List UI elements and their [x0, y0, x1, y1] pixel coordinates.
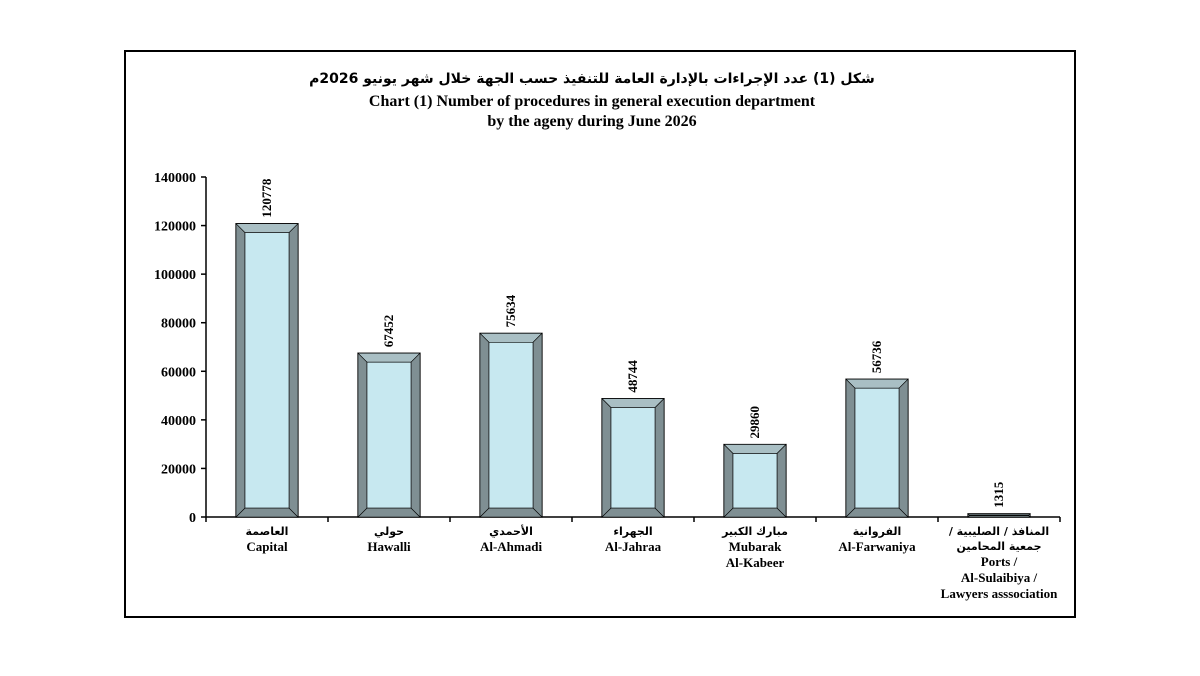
bar-left-bevel [479, 332, 490, 518]
bar-bottom-bevel [479, 507, 543, 518]
category-label-arabic: الفروانية [853, 525, 902, 538]
category-label-arabic: مبارك الكبير [721, 525, 788, 538]
bar-value-label: 29860 [747, 406, 762, 439]
category-label-arabic: العاصمة [246, 525, 289, 538]
bar-left-bevel [235, 222, 246, 518]
bar [357, 352, 421, 518]
bar-right-bevel [654, 397, 665, 518]
bar-left-bevel [601, 397, 612, 518]
bar-value-label: 1315 [991, 481, 1006, 508]
category-label-english: Ports / [981, 554, 1018, 569]
bar-chart: شكل (1) عدد الإجراءات بالإدارة العامة لل… [154, 71, 1061, 601]
value-labels: 120778 67452 75634 48744 29860 56736 1315 [259, 178, 1006, 508]
chart-frame: شكل (1) عدد الإجراءات بالإدارة العامة لل… [124, 50, 1076, 618]
y-axis: 0 20000 40000 60000 80000 100000 120000 140000 [154, 171, 207, 526]
bar-value-label: 48744 [625, 360, 640, 393]
category-label-english: Mubarak [729, 539, 783, 554]
bar-top-bevel [601, 398, 665, 408]
category-label-english: Al-Sulaibiya / [961, 570, 1038, 585]
x-axis [205, 516, 1061, 522]
bar-top-bevel [479, 333, 543, 343]
bar-bottom-bevel [235, 507, 299, 518]
bar-right-bevel [288, 222, 299, 518]
bar-face [854, 387, 900, 509]
category-label-english: Al-Ahmadi [480, 539, 543, 554]
category-label-arabic: جمعية المحامين [956, 540, 1041, 553]
bar [723, 443, 787, 518]
bar-bottom-bevel [601, 507, 665, 518]
bar-bottom-bevel [357, 507, 421, 518]
y-tick-label: 20000 [161, 462, 196, 477]
chart-title: شكل (1) عدد الإجراءات بالإدارة العامة لل… [309, 71, 875, 130]
y-tick-label: 40000 [161, 414, 196, 429]
bar-top-bevel [723, 444, 787, 454]
y-tick-label: 60000 [161, 365, 196, 380]
category-label-english: Capital [246, 539, 288, 554]
bar-face [732, 453, 778, 509]
bar-face [488, 342, 534, 509]
bar [235, 222, 299, 518]
bar-top-bevel [235, 223, 299, 233]
bar-value-label: 56736 [869, 340, 884, 373]
y-tick-label: 0 [189, 511, 196, 526]
bar-right-bevel [898, 378, 909, 518]
bar-face [366, 361, 412, 509]
bar-right-bevel [776, 443, 787, 518]
bar-face [244, 232, 290, 509]
bar-left-bevel [845, 378, 856, 518]
category-label-english: Al-Kabeer [726, 555, 785, 570]
bar [601, 397, 665, 518]
bar-top-bevel [845, 378, 909, 389]
bar-value-label: 67452 [381, 315, 396, 348]
bar-bottom-bevel [845, 507, 909, 518]
bar-left-bevel [723, 443, 734, 518]
bar-face [610, 407, 656, 509]
bar [479, 332, 543, 518]
bar-face [968, 514, 1030, 517]
bar [845, 378, 909, 518]
y-tick-label: 80000 [161, 317, 196, 332]
category-label-arabic: الأحمدي [489, 524, 533, 538]
bar [967, 513, 1031, 518]
bar-left-bevel [357, 352, 368, 518]
bar-top-bevel [357, 352, 421, 363]
y-tick-label: 100000 [154, 268, 196, 283]
category-label-english: Al-Farwaniya [838, 539, 916, 554]
bar-value-label: 120778 [259, 178, 274, 218]
category-label-arabic: الجهراء [613, 525, 652, 538]
category-label-arabic: المنافذ / الصليبية / [949, 525, 1049, 538]
bar-right-bevel [410, 352, 421, 518]
category-label-english: Al-Jahraa [605, 539, 662, 554]
y-tick-label: 120000 [154, 220, 196, 235]
category-label-english: Lawyers asssociation [941, 586, 1058, 601]
chart-title-arabic: شكل (1) عدد الإجراءات بالإدارة العامة لل… [309, 71, 875, 87]
chart-title-english-line2: by the ageny during June 2026 [487, 113, 696, 130]
chart-title-english-line1: Chart (1) Number of procedures in genera… [369, 93, 816, 110]
bar-value-label: 75634 [503, 294, 518, 327]
category-label-english: Hawalli [367, 539, 411, 554]
bars [235, 222, 1031, 518]
category-label-arabic: حولي [374, 525, 404, 538]
bar-bottom-bevel [723, 507, 787, 518]
y-tick-label: 140000 [154, 171, 196, 186]
bar-right-bevel [532, 332, 543, 518]
